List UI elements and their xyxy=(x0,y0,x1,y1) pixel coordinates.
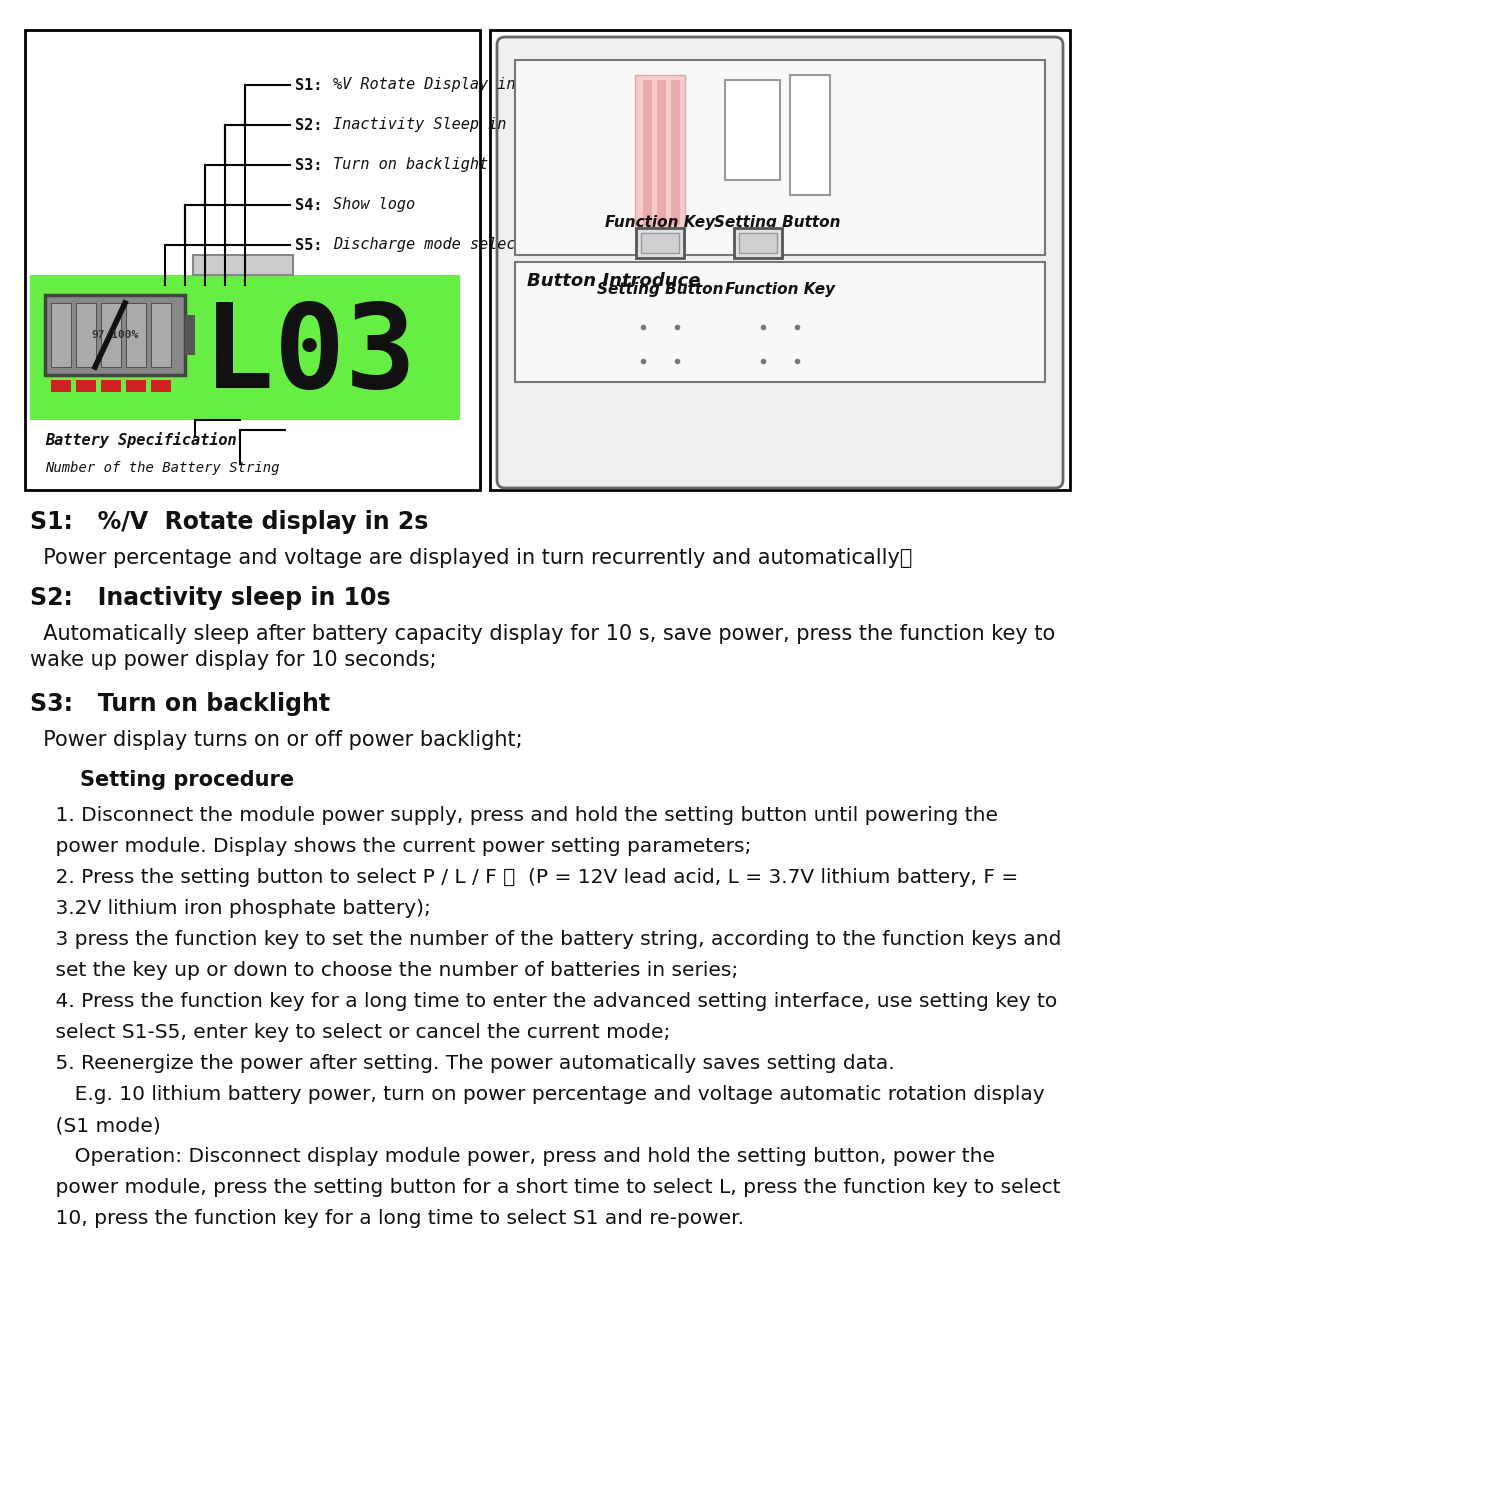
Text: GY-6G0: GY-6G0 xyxy=(975,70,1040,88)
FancyBboxPatch shape xyxy=(496,38,1064,488)
Bar xyxy=(644,80,652,225)
Bar xyxy=(76,380,96,392)
Text: select S1-S5, enter key to select or cancel the current mode;: select S1-S5, enter key to select or can… xyxy=(30,1023,670,1042)
Text: %V Rotate Display in 2s: %V Rotate Display in 2s xyxy=(333,78,543,93)
Circle shape xyxy=(762,326,798,363)
Text: set the key up or down to choose the number of batteries in series;: set the key up or down to choose the num… xyxy=(30,962,738,980)
Text: 3 press the function key to set the number of the battery string, according to t: 3 press the function key to set the numb… xyxy=(30,930,1062,950)
Bar xyxy=(26,30,480,490)
Text: Show logo: Show logo xyxy=(333,198,416,213)
Text: S3:: S3: xyxy=(296,158,322,172)
Text: S3:   Turn on backlight: S3: Turn on backlight xyxy=(30,692,330,715)
Text: Battery Specification: Battery Specification xyxy=(45,432,237,448)
Text: S2:   Inactivity sleep in 10s: S2: Inactivity sleep in 10s xyxy=(30,586,390,610)
Text: 97/100%: 97/100% xyxy=(92,330,138,340)
Text: 10, press the function key for a long time to select S1 and re-power.: 10, press the function key for a long ti… xyxy=(30,1209,744,1228)
Bar xyxy=(45,296,184,375)
Bar xyxy=(490,30,1070,490)
Text: Number of the Battery String: Number of the Battery String xyxy=(45,460,279,476)
Circle shape xyxy=(642,326,678,363)
Text: Turn on backlight: Turn on backlight xyxy=(333,158,488,172)
Text: Power display turns on or off power backlight;: Power display turns on or off power back… xyxy=(30,730,522,750)
Text: Automatically sleep after battery capacity display for 10 s, save power, press t: Automatically sleep after battery capaci… xyxy=(30,624,1056,669)
Bar xyxy=(51,380,70,392)
Bar xyxy=(724,80,780,180)
Text: 3.2V lithium iron phosphate battery);: 3.2V lithium iron phosphate battery); xyxy=(30,898,430,918)
Bar xyxy=(734,228,782,258)
Text: 1. Disconnect the module power supply, press and hold the setting button until p: 1. Disconnect the module power supply, p… xyxy=(30,806,998,825)
Bar xyxy=(152,303,171,368)
Bar xyxy=(640,232,680,254)
Text: Inactivity Sleep in 10s: Inactivity Sleep in 10s xyxy=(333,117,543,132)
Bar xyxy=(194,255,294,274)
Text: Function Key: Function Key xyxy=(724,282,836,297)
Text: S1:: S1: xyxy=(296,78,322,93)
Text: E.g. 10 lithium battery power, turn on power percentage and voltage automatic ro: E.g. 10 lithium battery power, turn on p… xyxy=(30,1084,1044,1104)
Bar xyxy=(738,232,777,254)
Text: 5. Reenergize the power after setting. The power automatically saves setting dat: 5. Reenergize the power after setting. T… xyxy=(30,1054,894,1072)
Text: Setting procedure: Setting procedure xyxy=(80,770,294,790)
Bar xyxy=(634,75,686,230)
Text: Button Introduce: Button Introduce xyxy=(526,272,701,290)
Bar xyxy=(657,80,666,225)
Bar xyxy=(100,380,122,392)
Text: (S1 mode): (S1 mode) xyxy=(30,1116,160,1136)
Text: S4:: S4: xyxy=(296,198,322,213)
Text: S2:: S2: xyxy=(296,117,322,132)
Text: S5:: S5: xyxy=(296,237,322,252)
Bar xyxy=(184,315,195,356)
Bar xyxy=(51,303,70,368)
Bar xyxy=(76,303,96,368)
Text: L03: L03 xyxy=(202,298,416,412)
Text: 4. Press the function key for a long time to enter the advanced setting interfac: 4. Press the function key for a long tim… xyxy=(30,992,1058,1011)
Text: 2. Press the setting button to select P / L / F ，  (P = 12V lead acid, L = 3.7V : 2. Press the setting button to select P … xyxy=(30,868,1018,886)
Bar xyxy=(30,274,460,420)
Bar xyxy=(152,380,171,392)
Bar xyxy=(126,380,146,392)
Text: Operation: Disconnect display module power, press and hold the setting button, p: Operation: Disconnect display module pow… xyxy=(30,1148,994,1166)
Circle shape xyxy=(630,314,690,374)
Bar xyxy=(514,262,1046,382)
Text: S1:   %/V  Rotate display in 2s: S1: %/V Rotate display in 2s xyxy=(30,510,429,534)
Circle shape xyxy=(750,314,810,374)
Bar xyxy=(790,75,830,195)
Bar xyxy=(636,228,684,258)
Text: Setting Button: Setting Button xyxy=(714,214,840,230)
Text: Power percentage and voltage are displayed in turn recurrently and automatically: Power percentage and voltage are display… xyxy=(30,548,912,568)
Text: Discharge mode selection: Discharge mode selection xyxy=(333,237,552,252)
Bar xyxy=(126,303,146,368)
Bar xyxy=(514,60,1046,255)
Bar xyxy=(100,303,122,368)
Text: power module, press the setting button for a short time to select L, press the f: power module, press the setting button f… xyxy=(30,1178,1060,1197)
Bar xyxy=(670,80,680,225)
Text: power module. Display shows the current power setting parameters;: power module. Display shows the current … xyxy=(30,837,752,856)
Text: Setting Button: Setting Button xyxy=(597,282,723,297)
Text: Function Key: Function Key xyxy=(604,214,715,230)
